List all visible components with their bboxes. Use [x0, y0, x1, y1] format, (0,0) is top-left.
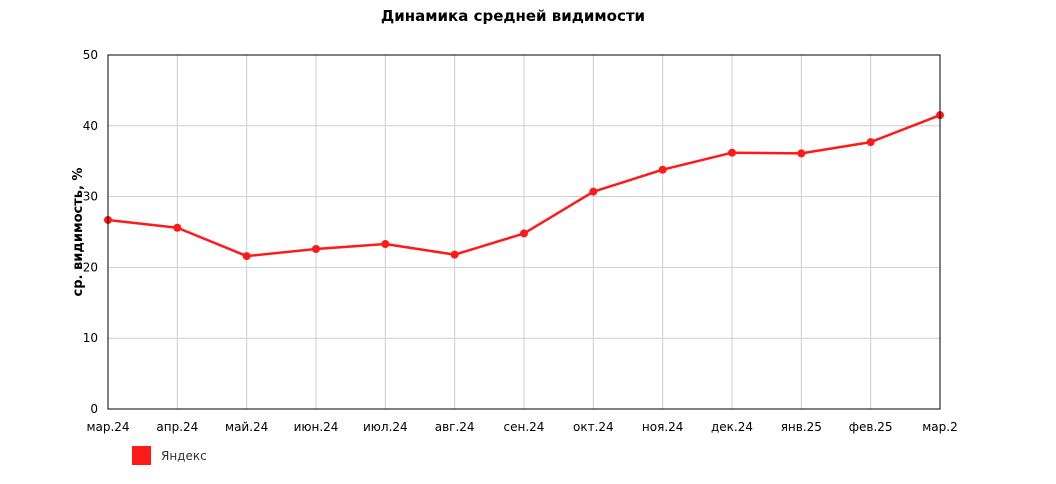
- x-tick-label: янв.25: [781, 420, 822, 434]
- x-tick-label: авг.24: [435, 420, 475, 434]
- y-axis-ticks: 0 10 20 30 40 50: [83, 48, 98, 416]
- x-tick-label: фев.25: [849, 420, 893, 434]
- y-axis-label: ср. видимость, %: [71, 168, 86, 297]
- grid: [108, 55, 940, 409]
- data-point: [173, 223, 182, 232]
- data-point: [450, 250, 459, 259]
- x-tick-label: дек.24: [711, 420, 753, 434]
- x-axis-ticks: мар.24 апр.24 май.24 июн.24 июл.24 авг.24 сен.…: [86, 420, 957, 434]
- x-tick-label: мар.24: [86, 420, 129, 434]
- data-point: [520, 229, 528, 238]
- y-tick-label: 10: [83, 331, 98, 345]
- x-tick-label: июл.24: [363, 420, 408, 434]
- x-tick-label: май.24: [225, 420, 268, 434]
- data-point: [866, 138, 875, 147]
- data-point: [658, 165, 667, 174]
- y-tick-label: 20: [83, 260, 98, 274]
- x-tick-label: мар.2: [922, 420, 957, 434]
- x-tick-label: ноя.24: [642, 420, 684, 434]
- chart-title: Динамика средней видимости: [381, 7, 645, 25]
- legend: Яндекс: [132, 446, 207, 465]
- y-tick-label: 40: [83, 119, 98, 133]
- data-point: [312, 244, 320, 253]
- data-point: [242, 252, 251, 261]
- y-tick-label: 0: [90, 402, 98, 416]
- data-point: [728, 148, 736, 157]
- data-point: [381, 240, 390, 249]
- y-tick-label: 30: [83, 190, 98, 204]
- x-tick-label: окт.24: [573, 420, 614, 434]
- x-tick-label: июн.24: [294, 420, 339, 434]
- data-point: [589, 187, 598, 196]
- legend-label: Яндекс: [161, 449, 207, 463]
- x-tick-label: сен.24: [504, 420, 545, 434]
- y-tick-label: 50: [83, 48, 98, 62]
- legend-swatch: [132, 446, 151, 465]
- plot-frame: [107, 54, 941, 410]
- x-tick-label: апр.24: [156, 420, 198, 434]
- data-point: [797, 149, 806, 158]
